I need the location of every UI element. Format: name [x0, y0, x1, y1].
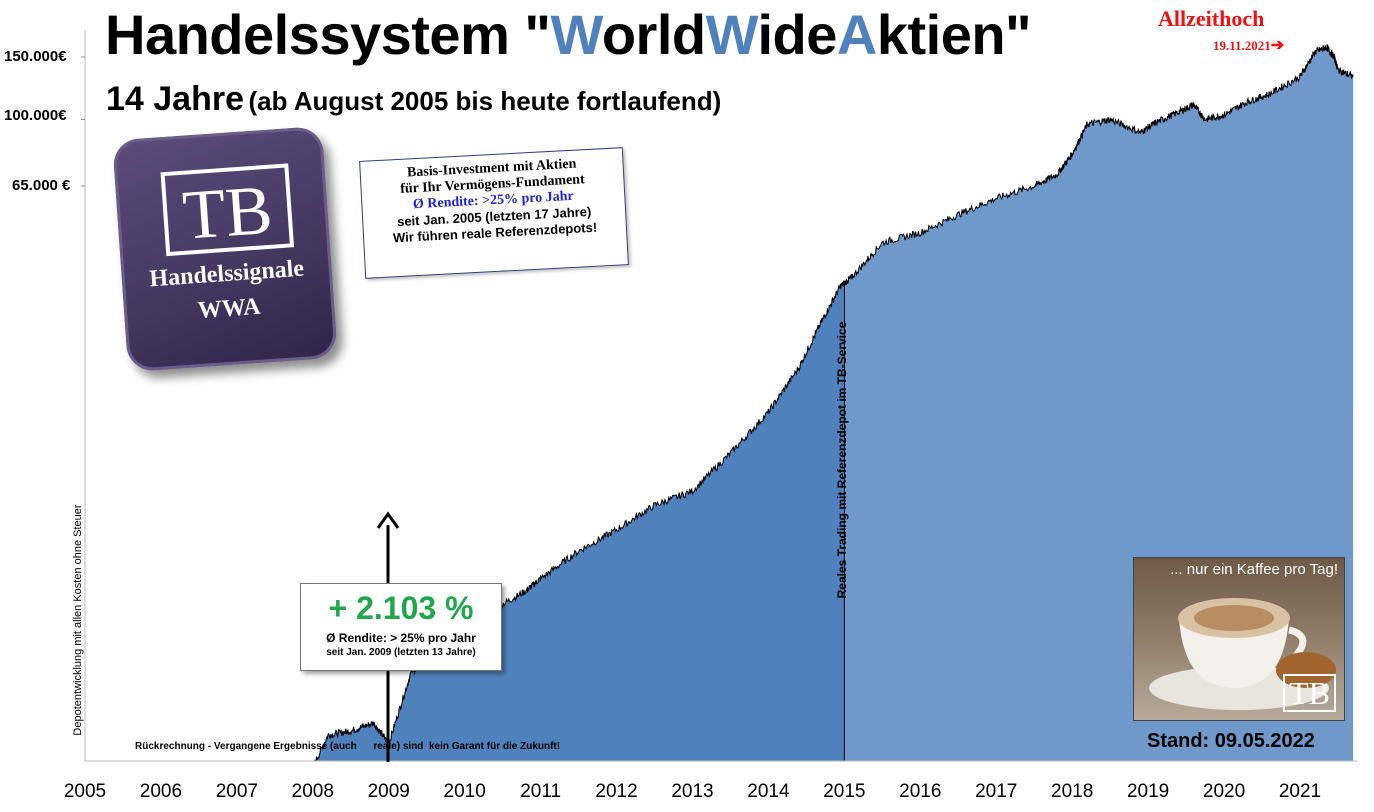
x-tick-label: 2016: [899, 781, 942, 802]
coffee-photo: ... nur ein Kaffee pro Tag! TB: [1133, 557, 1345, 721]
logo-line2: WWA: [197, 293, 262, 325]
x-tick-label: 2008: [291, 781, 334, 802]
x-tick-label: 2010: [443, 781, 486, 802]
disclaimer-text: Rückrechnung - Vergangene Ergebnisse (au…: [135, 741, 561, 752]
photo-caption: ... nur ein Kaffee pro Tag!: [1170, 561, 1338, 578]
x-tick-label: 2018: [1051, 781, 1094, 802]
x-tick-label: 2020: [1202, 781, 1246, 802]
x-tick-label: 2017: [975, 781, 1018, 802]
x-tick-label: 2021: [1278, 781, 1322, 802]
all-time-high-label: Allzeithoch: [1158, 6, 1265, 31]
page-title: Handelssystem "WorldWideAktien": [105, 3, 1032, 66]
return-line: seit Jan. 2009 (letzten 13 Jahre): [326, 647, 476, 658]
return-box: + 2.103 % Ø Rendite: > 25% pro Jahr seit…: [300, 583, 502, 671]
reference-label: Reales Trading mit Referenzdepot im TB-S…: [835, 321, 849, 599]
x-tick-label: 2007: [215, 781, 259, 802]
backtest-area: [85, 280, 846, 761]
x-tick-label: 2006: [139, 781, 183, 802]
all-time-high-date: 19.11.2021➔: [1213, 37, 1285, 54]
return-percent: + 2.103 %: [328, 590, 474, 626]
x-tick-label: 2005: [63, 781, 107, 802]
logo-line1: Handelssignale: [148, 255, 305, 293]
return-line: Ø Rendite: > 25% pro Jahr: [326, 631, 476, 645]
y-axis-label: Depotentwicklung mit allen Kosten ohne S…: [72, 504, 84, 736]
equity-line: [85, 44, 1354, 762]
x-tick-label: 2009: [367, 781, 410, 802]
x-tick-label: 2011: [520, 781, 562, 802]
stand-date: Stand: 09.05.2022: [1147, 730, 1315, 752]
x-tick-label: 2012: [595, 781, 638, 802]
y-tick-marks: [81, 56, 85, 187]
y-tick-label: 150.000€: [4, 48, 67, 65]
logo-initials: TB: [160, 163, 295, 257]
x-tick-label: 2019: [1126, 781, 1170, 802]
photo-logo: TB: [1283, 674, 1336, 712]
y-tick-label: 100.000€: [4, 107, 67, 124]
x-tick-label: 2014: [747, 781, 790, 802]
x-tick-label: 2015: [823, 781, 866, 802]
tb-logo: TB Handelssignale WWA: [112, 125, 338, 373]
info-box: Basis-Investment mit Aktien für Ihr Verm…: [359, 147, 629, 279]
y-tick-label: 65.000 €: [12, 177, 71, 194]
arrow-right-icon: ➔: [1270, 37, 1285, 54]
x-tick-label: 2013: [671, 781, 714, 802]
page-subtitle: 14 Jahre (ab August 2005 bis heute fortl…: [106, 80, 722, 118]
